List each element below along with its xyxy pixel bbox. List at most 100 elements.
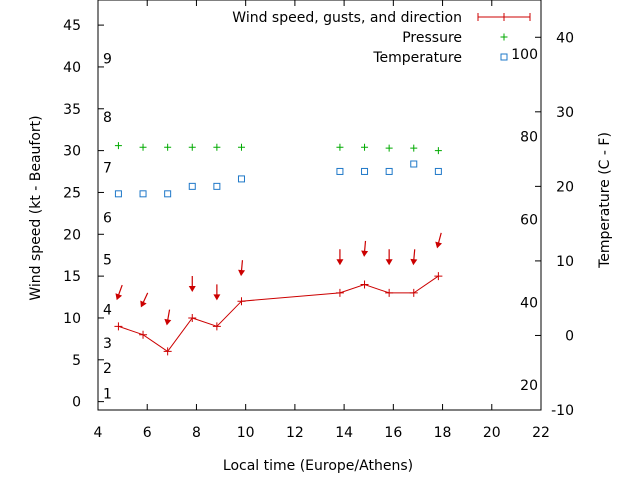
y-tick-label: 35 <box>63 102 81 118</box>
temperature-point <box>385 167 393 175</box>
wind-direction-arrow <box>164 309 172 326</box>
beaufort-label: 3 <box>103 336 112 352</box>
wind-direction-arrow <box>361 240 369 257</box>
y2-tick-label: 0 <box>565 328 574 344</box>
pressure-point <box>188 143 196 151</box>
y-tick-label: 20 <box>63 227 81 243</box>
y-tick-label: 10 <box>63 311 81 327</box>
x-tick-label: 6 <box>143 425 152 441</box>
wind-speed-point <box>409 288 418 297</box>
temperature-point <box>237 175 245 183</box>
legend-symbol-wind <box>477 13 531 21</box>
pressure-point <box>434 147 442 155</box>
beaufort-label: 6 <box>103 211 112 227</box>
wind-direction-arrow <box>188 276 196 292</box>
wind-speed-point <box>188 313 197 322</box>
x-tick-label: 22 <box>532 425 550 441</box>
wind-speed-line <box>118 275 439 353</box>
fahrenheit-label: 100 <box>511 47 538 63</box>
beaufort-label: 4 <box>103 303 112 319</box>
wind-direction-arrow <box>435 232 443 249</box>
pressure-point <box>385 144 393 152</box>
temperature-point <box>336 167 344 175</box>
y-tick-label: 15 <box>63 269 81 285</box>
legend-label: Pressure <box>402 30 462 46</box>
x-axis-label: Local time (Europe/Athens) <box>223 458 413 474</box>
y-tick-label: 5 <box>72 353 81 369</box>
x-tick-label: 14 <box>335 425 353 441</box>
legend: Wind speed, gusts, and direction Pressure… <box>232 10 531 66</box>
wind-speed-point <box>335 288 344 297</box>
y-tick-label: 40 <box>63 60 81 76</box>
wind-speed-point <box>237 297 246 306</box>
wind-speed-point <box>163 347 172 356</box>
legend-symbol-temperature <box>500 53 508 61</box>
pressure-point <box>164 143 172 151</box>
temperature-point <box>213 182 221 190</box>
x-tick-label: 12 <box>286 425 304 441</box>
temperature-point <box>434 167 442 175</box>
beaufort-label: 1 <box>103 386 112 402</box>
x-tick-label: 8 <box>192 425 201 441</box>
pressure-point <box>336 143 344 151</box>
y2-tick-label: 30 <box>556 105 574 121</box>
x-tick-label: 16 <box>384 425 402 441</box>
wind-direction-arrow <box>410 249 418 266</box>
temperature-point <box>164 190 172 198</box>
y-tick-label: 30 <box>63 144 81 160</box>
wind-direction-arrow <box>213 284 221 301</box>
y2-tick-label: 40 <box>556 30 574 46</box>
y-tick-label: 25 <box>63 185 81 201</box>
fahrenheit-label: 60 <box>520 212 538 228</box>
temperature-point <box>361 167 369 175</box>
wind-direction-arrow <box>336 249 344 266</box>
wind-speed-point <box>385 288 394 297</box>
fahrenheit-label: 20 <box>520 378 538 394</box>
pressure-point <box>213 143 221 151</box>
legend-label: Temperature <box>372 50 462 66</box>
y2-tick-label: 20 <box>556 179 574 195</box>
y-axis-label: Wind speed (kt - Beaufort) <box>28 115 44 300</box>
x-tick-label: 20 <box>483 425 501 441</box>
legend-label: Wind speed, gusts, and direction <box>232 10 462 26</box>
pressure-point <box>237 143 245 151</box>
wind-speed-point <box>114 322 123 331</box>
wind-speed-point <box>139 330 148 339</box>
wind-speed-point <box>360 280 369 289</box>
y-tick-label: 45 <box>63 18 81 34</box>
legend-symbol-pressure <box>500 33 508 41</box>
y2-tick-label: -10 <box>551 403 574 419</box>
beaufort-label: 5 <box>103 252 112 268</box>
axes-layer: 4 6 8 10 12 14 16 18 20 22051015202530354045-1001… <box>63 0 574 441</box>
x-tick-label: 18 <box>434 425 452 441</box>
x-tick-label: 10 <box>237 425 255 441</box>
temperature-point <box>114 190 122 198</box>
beaufort-label: 9 <box>103 52 112 68</box>
temperature-point <box>410 160 418 168</box>
pressure-point <box>139 143 147 151</box>
pressure-point <box>114 142 122 150</box>
wind-direction-arrow <box>115 284 123 301</box>
y-tick-label: 0 <box>72 395 81 411</box>
beaufort-label: 7 <box>103 160 112 176</box>
pressure-point <box>410 144 418 152</box>
x-tick-label: 4 <box>94 425 103 441</box>
plot-frame <box>97 0 542 411</box>
wind-speed-point <box>434 272 443 281</box>
fahrenheit-label: 80 <box>520 130 538 146</box>
beaufort-label: 2 <box>103 361 112 377</box>
y2-axis-label: Temperature (C - F) <box>597 132 613 269</box>
wind-direction-arrow <box>238 260 246 277</box>
fahrenheit-label: 40 <box>520 295 538 311</box>
wind-direction-arrow <box>140 292 149 308</box>
wind-speed-point <box>212 322 221 331</box>
temperature-point <box>188 182 196 190</box>
temperature-point <box>139 190 147 198</box>
y2-tick-label: 10 <box>556 254 574 270</box>
beaufort-label: 8 <box>103 110 112 126</box>
series-layer <box>114 142 443 356</box>
pressure-point <box>361 143 369 151</box>
wind-direction-arrow <box>385 249 393 266</box>
